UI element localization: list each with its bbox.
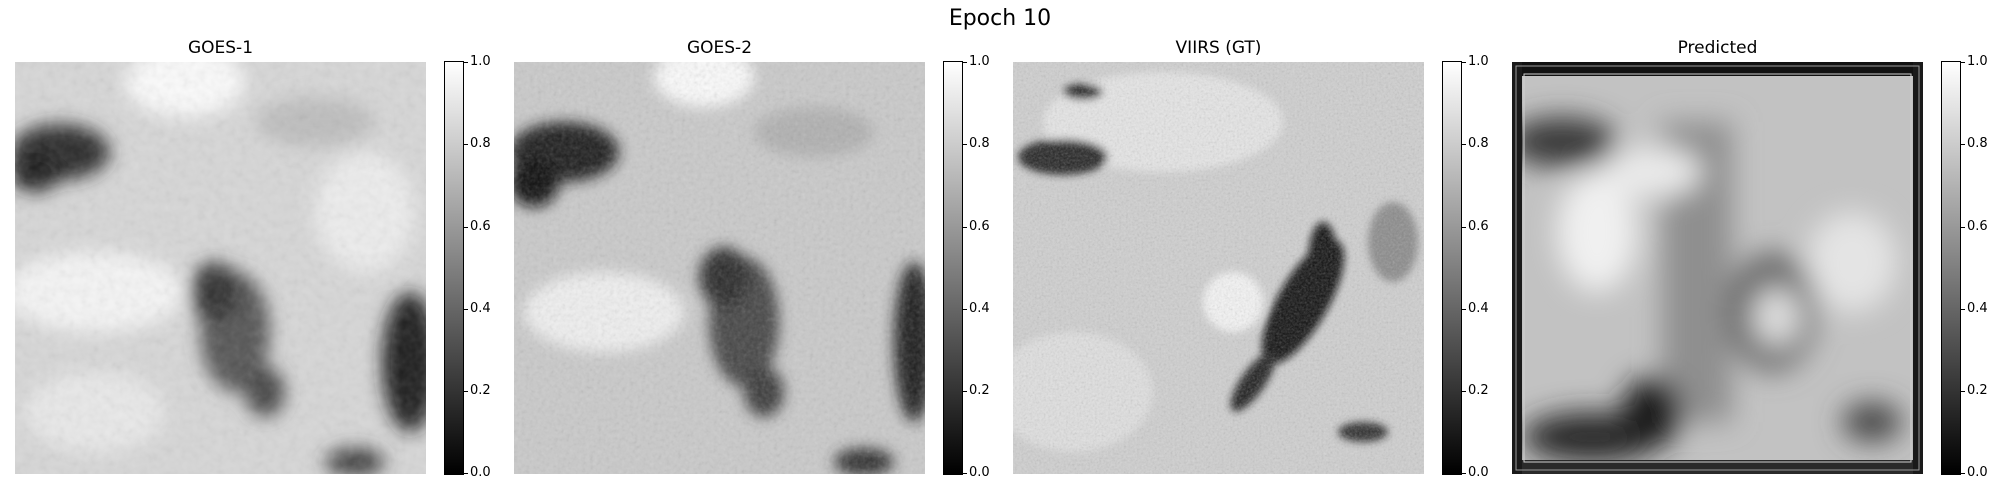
tick-label: 0.0 (969, 465, 990, 480)
tick-label: 0.4 (1468, 301, 1489, 316)
tick-label: 0.4 (1967, 301, 1988, 316)
tick-label: 0.4 (969, 301, 990, 316)
tick-label: 0.2 (969, 383, 990, 398)
viirs-gt-image (1013, 62, 1424, 474)
tick-label: 0.6 (470, 219, 491, 234)
tick-label: 1.0 (969, 54, 990, 69)
tick-label: 0.6 (969, 219, 990, 234)
tick-label: 1.0 (1468, 54, 1489, 69)
goes2-colorbar (943, 61, 963, 475)
tick-label: 0.6 (1468, 219, 1489, 234)
tick-label: 0.8 (1468, 136, 1489, 151)
goes2-image (514, 62, 925, 474)
tick-label: 1.0 (1967, 54, 1988, 69)
tick-label: 0.8 (1967, 136, 1988, 151)
tick-label: 0.8 (969, 136, 990, 151)
tick-label: 0.2 (470, 383, 491, 398)
viirs-colorbar (1442, 61, 1462, 475)
panel-title-goes2: GOES-2 (686, 38, 753, 58)
figure-title: Epoch 10 (948, 6, 1052, 31)
tick-label: 0.0 (470, 465, 491, 480)
panel-title-goes1: GOES-1 (187, 38, 254, 58)
predicted-colorbar (1941, 61, 1961, 475)
panel-title-viirs: VIIRS (GT) (1175, 38, 1262, 58)
goes1-colorbar (444, 61, 464, 475)
tick-label: 0.6 (1967, 219, 1988, 234)
tick-label: 0.8 (470, 136, 491, 151)
predicted-image (1512, 62, 1923, 474)
goes1-image (15, 62, 426, 474)
tick-label: 0.2 (1468, 383, 1489, 398)
tick-label: 0.4 (470, 301, 491, 316)
tick-label: 1.0 (470, 54, 491, 69)
tick-label: 0.2 (1967, 383, 1988, 398)
tick-label: 0.0 (1468, 465, 1489, 480)
panel-title-predicted: Predicted (1677, 38, 1758, 58)
tick-label: 0.0 (1967, 465, 1988, 480)
